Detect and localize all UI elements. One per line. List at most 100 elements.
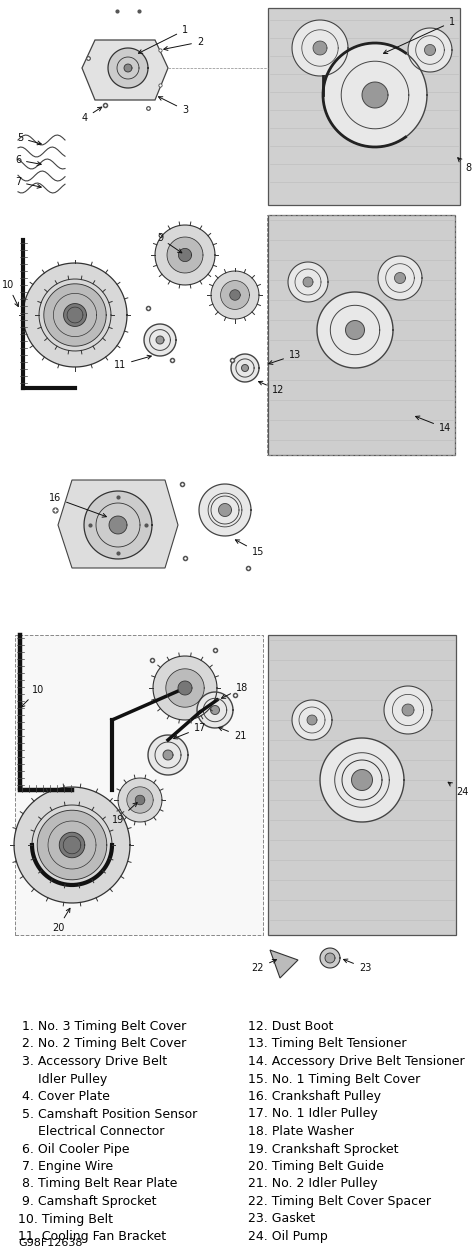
Polygon shape [23,263,127,367]
Text: 1. No. 3 Timing Belt Cover: 1. No. 3 Timing Belt Cover [18,1020,186,1033]
Text: 13: 13 [269,350,301,365]
Polygon shape [292,20,348,75]
Polygon shape [230,289,240,301]
Polygon shape [155,225,215,286]
Polygon shape [14,788,130,903]
Text: 11. Cooling Fan Bracket: 11. Cooling Fan Bracket [18,1230,166,1243]
Polygon shape [394,273,405,283]
Text: 3: 3 [158,97,188,114]
Bar [268,215,455,455]
Polygon shape [346,321,365,340]
Polygon shape [320,949,340,967]
Polygon shape [32,805,112,884]
Polygon shape [270,950,298,977]
Polygon shape [323,43,427,147]
Polygon shape [197,692,233,728]
Polygon shape [241,365,248,371]
Polygon shape [220,281,249,309]
Text: 21. No. 2 Idler Pulley: 21. No. 2 Idler Pulley [248,1177,378,1190]
Polygon shape [317,292,393,369]
Text: Idler Pulley: Idler Pulley [18,1073,107,1086]
Text: 23. Gasket: 23. Gasket [248,1213,315,1225]
Polygon shape [153,655,217,720]
Polygon shape [325,954,335,964]
Text: 22. Timing Belt Cover Spacer: 22. Timing Belt Cover Spacer [248,1195,431,1208]
Polygon shape [58,481,178,569]
Polygon shape [384,686,432,733]
Polygon shape [166,669,204,707]
Polygon shape [210,706,219,715]
Text: 22: 22 [252,960,276,972]
Text: 12. Dust Boot: 12. Dust Boot [248,1020,333,1033]
Polygon shape [313,42,327,55]
Polygon shape [118,777,162,821]
Polygon shape [178,248,191,262]
Polygon shape [64,303,86,326]
Text: 2. No. 2 Timing Belt Cover: 2. No. 2 Timing Belt Cover [18,1038,186,1050]
Text: 5: 5 [17,133,41,145]
Text: 11: 11 [114,355,151,370]
Polygon shape [63,837,81,854]
Polygon shape [44,284,106,346]
Polygon shape [199,484,251,536]
Polygon shape [211,270,259,320]
Text: 17: 17 [173,723,206,738]
Polygon shape [59,833,85,858]
Text: 15. No. 1 Timing Belt Cover: 15. No. 1 Timing Belt Cover [248,1073,420,1086]
Polygon shape [219,503,231,517]
Polygon shape [378,255,422,299]
Polygon shape [178,681,192,694]
Text: 17. No. 1 Idler Pulley: 17. No. 1 Idler Pulley [248,1107,378,1121]
Polygon shape [109,516,127,533]
Text: 1: 1 [138,25,188,53]
Text: 16: 16 [49,493,106,517]
Bar [15,635,263,935]
Polygon shape [67,307,83,323]
Text: 4. Cover Plate: 4. Cover Plate [18,1089,110,1103]
Polygon shape [307,715,317,725]
Polygon shape [108,48,148,88]
Polygon shape [156,336,164,343]
Polygon shape [408,28,452,72]
Text: 6. Oil Cooler Pipe: 6. Oil Cooler Pipe [18,1142,129,1156]
Polygon shape [84,491,152,559]
Text: 1: 1 [383,18,455,54]
Text: 3. Accessory Drive Belt: 3. Accessory Drive Belt [18,1055,167,1068]
Text: 21: 21 [219,727,246,741]
Text: 14: 14 [416,416,451,433]
Text: Electrical Connector: Electrical Connector [18,1125,164,1138]
Polygon shape [127,786,153,813]
Polygon shape [402,704,414,716]
Polygon shape [362,82,388,108]
Text: 24. Oil Pump: 24. Oil Pump [248,1230,328,1243]
Text: 10: 10 [21,686,44,707]
Text: 12: 12 [258,381,284,395]
Polygon shape [54,293,97,337]
Polygon shape [320,738,404,821]
Polygon shape [135,795,145,805]
Text: 5. Camshaft Position Sensor: 5. Camshaft Position Sensor [18,1107,197,1121]
Text: 7: 7 [15,177,41,189]
Polygon shape [39,279,111,351]
Text: 20. Timing Belt Guide: 20. Timing Belt Guide [248,1160,384,1172]
Text: 20: 20 [52,908,70,933]
Polygon shape [231,353,259,382]
Bar [267,215,455,455]
Text: 19. Crankshaft Sprocket: 19. Crankshaft Sprocket [248,1142,399,1156]
Text: 14. Accessory Drive Belt Tensioner: 14. Accessory Drive Belt Tensioner [248,1055,465,1068]
Bar [268,635,456,935]
Text: 9. Camshaft Sprocket: 9. Camshaft Sprocket [18,1195,156,1208]
Text: 23: 23 [344,959,371,972]
Text: 7. Engine Wire: 7. Engine Wire [18,1160,113,1172]
Polygon shape [144,325,176,356]
Text: 18: 18 [221,683,248,698]
Polygon shape [163,750,173,760]
Polygon shape [167,237,203,273]
Polygon shape [37,810,107,879]
Text: 13. Timing Belt Tensioner: 13. Timing Belt Tensioner [248,1038,407,1050]
Polygon shape [292,699,332,740]
Text: 19: 19 [112,803,137,825]
Text: G98F12638: G98F12638 [18,1238,82,1248]
Text: 6: 6 [15,155,41,166]
Text: 15: 15 [236,540,264,557]
